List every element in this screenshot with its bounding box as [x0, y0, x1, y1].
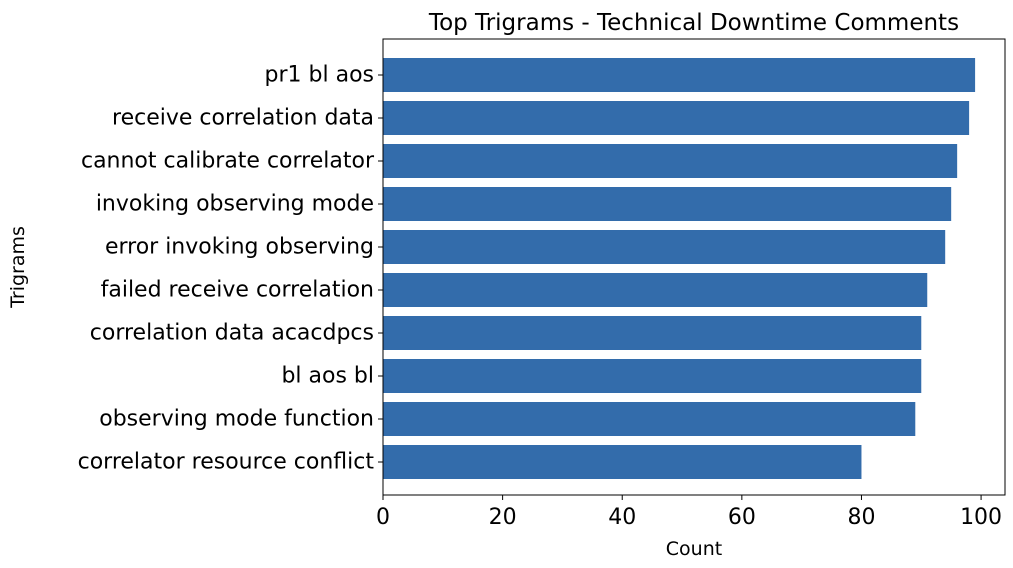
plot-frame	[382, 38, 1006, 496]
x-tick-label: 80	[847, 505, 875, 530]
bar	[383, 144, 958, 178]
category-label: failed receive correlation	[101, 278, 374, 303]
category-label: invoking observing mode	[96, 192, 374, 217]
x-tick-label: 20	[489, 505, 517, 530]
bar	[383, 101, 970, 135]
category-label: correlator resource conflict	[78, 450, 375, 475]
bar	[383, 187, 952, 221]
bar	[383, 359, 922, 393]
category-label: correlation data acacdpcs	[90, 321, 374, 346]
bar	[383, 402, 916, 436]
bar	[383, 316, 922, 350]
category-label: error invoking observing	[105, 235, 374, 260]
category-label: cannot calibrate correlator	[81, 149, 375, 174]
x-tick-label: 0	[376, 505, 390, 530]
bar	[383, 58, 976, 92]
x-tick-label: 100	[960, 505, 1002, 530]
chart-title: Top Trigrams - Technical Downtime Commen…	[428, 10, 959, 36]
y-axis-label: Trigrams	[7, 226, 29, 309]
y-axis-categories: pr1 bl aos receive correlation data cannot…	[78, 63, 383, 475]
bar	[383, 445, 862, 479]
x-tick-label: 40	[608, 505, 636, 530]
x-tick-label: 60	[728, 505, 756, 530]
bar	[383, 230, 946, 264]
category-label: pr1 bl aos	[265, 63, 374, 88]
x-axis-label: Count	[666, 538, 722, 560]
bar	[383, 273, 928, 307]
category-label: observing mode function	[99, 407, 374, 432]
category-label: bl aos bl	[281, 364, 374, 389]
x-axis-ticks: 0 20 40 60 80 100	[376, 495, 1002, 530]
category-label: receive correlation data	[112, 106, 374, 131]
bars-layer	[383, 58, 976, 479]
